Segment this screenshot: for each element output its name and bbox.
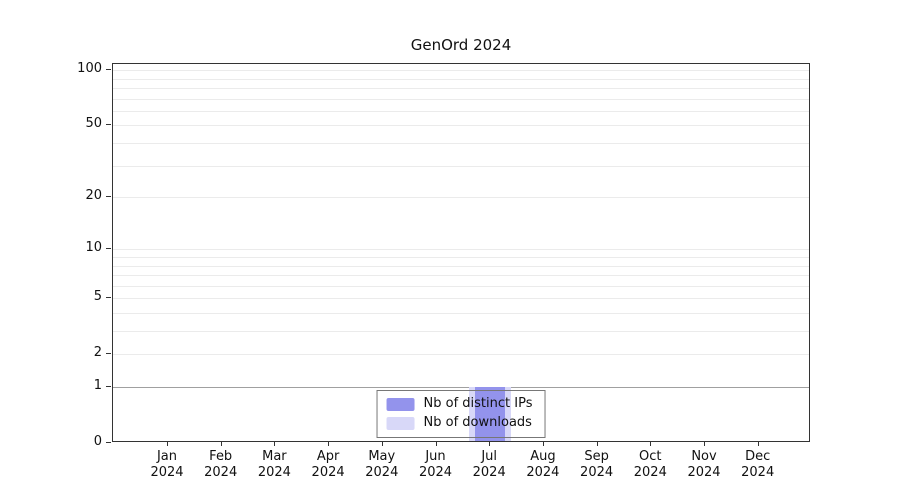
gridline bbox=[113, 110, 809, 112]
legend-label-distinct-ips: Nb of distinct IPs bbox=[423, 396, 533, 411]
gridline bbox=[113, 98, 809, 100]
gridline bbox=[113, 249, 809, 251]
x-tick-mark bbox=[704, 442, 705, 446]
x-tick-mark bbox=[381, 442, 383, 446]
y-tick-label: 2 bbox=[93, 345, 102, 361]
gridline bbox=[113, 143, 809, 144]
legend-swatch-distinct-ips bbox=[386, 397, 415, 411]
x-tick-year: 2024 bbox=[526, 465, 560, 480]
x-tick-label: Jan 2024 bbox=[137, 449, 197, 481]
y-tick-mark bbox=[106, 196, 111, 197]
x-tick-year: 2024 bbox=[311, 465, 345, 480]
x-tick-label: Oct 2024 bbox=[620, 449, 680, 481]
y-tick-label: 1 bbox=[93, 378, 102, 393]
y-tick-mark bbox=[106, 353, 111, 355]
gridline bbox=[113, 387, 809, 388]
y-tick-mark bbox=[106, 442, 111, 443]
y-tick-mark bbox=[106, 124, 111, 126]
x-tick-year: 2024 bbox=[365, 465, 399, 480]
x-tick-mark bbox=[757, 442, 759, 446]
gridline bbox=[113, 165, 809, 167]
gridline bbox=[113, 257, 809, 258]
x-tick-month: Dec bbox=[745, 449, 771, 464]
x-tick-mark bbox=[489, 442, 491, 446]
chart-title: GenOrd 2024 bbox=[410, 36, 512, 54]
x-tick-label: Dec 2024 bbox=[728, 449, 788, 481]
x-tick-year: 2024 bbox=[418, 465, 453, 480]
x-tick-mark bbox=[542, 442, 544, 446]
x-tick-label: Nov 2024 bbox=[674, 449, 734, 481]
gridline bbox=[113, 88, 809, 89]
x-tick-month: Jul bbox=[481, 449, 498, 464]
gridline bbox=[113, 285, 809, 287]
x-tick-year: 2024 bbox=[150, 465, 184, 480]
x-tick-label: Mar 2024 bbox=[244, 449, 304, 481]
x-tick-year: 2024 bbox=[204, 465, 238, 480]
x-tick-month: May bbox=[368, 449, 396, 464]
gridline bbox=[113, 78, 809, 80]
x-tick-mark bbox=[328, 442, 330, 446]
x-tick-label: Sep 2024 bbox=[567, 449, 627, 481]
x-tick-month: Apr bbox=[316, 449, 340, 464]
x-tick-year: 2024 bbox=[633, 465, 667, 480]
gridline bbox=[113, 70, 809, 72]
x-tick-month: Sep bbox=[584, 449, 609, 464]
x-tick-label: Aug 2024 bbox=[513, 449, 573, 481]
legend-item-distinct-ips: Nb of distinct IPs bbox=[386, 396, 533, 411]
legend-item-downloads: Nb of downloads bbox=[386, 415, 533, 430]
legend-swatch-downloads bbox=[386, 416, 415, 430]
x-tick-label: Apr 2024 bbox=[298, 449, 358, 481]
gridline bbox=[113, 265, 809, 267]
x-tick-mark bbox=[274, 442, 276, 446]
x-tick-month: Mar bbox=[262, 449, 287, 464]
x-tick-label: May 2024 bbox=[352, 449, 412, 481]
y-tick-label: 20 bbox=[85, 188, 102, 203]
legend: Nb of distinct IPs Nb of downloads bbox=[376, 390, 546, 438]
y-tick-label: 5 bbox=[93, 289, 102, 305]
gridline bbox=[113, 275, 809, 276]
y-tick-mark bbox=[106, 69, 111, 71]
x-tick-mark bbox=[650, 442, 652, 446]
x-tick-mark bbox=[596, 442, 598, 446]
gridline bbox=[113, 331, 809, 332]
y-tick-mark bbox=[106, 386, 111, 387]
x-tick-year: 2024 bbox=[580, 465, 614, 480]
x-tick-label: Feb 2024 bbox=[191, 449, 251, 481]
bar-distinct-ips bbox=[475, 387, 506, 441]
y-tick-label: 10 bbox=[85, 240, 102, 256]
x-tick-mark bbox=[435, 442, 437, 446]
gridline bbox=[113, 125, 809, 127]
gridline bbox=[113, 197, 809, 198]
x-tick-month: Jun bbox=[425, 449, 446, 464]
x-tick-month: Nov bbox=[691, 449, 717, 464]
legend-label-downloads: Nb of downloads bbox=[423, 415, 532, 430]
y-tick-label: 0 bbox=[93, 434, 102, 449]
x-tick-month: Feb bbox=[209, 449, 233, 464]
gridline bbox=[113, 313, 809, 314]
y-tick-mark bbox=[106, 297, 111, 299]
y-tick-label: 50 bbox=[85, 116, 102, 132]
x-tick-mark bbox=[167, 442, 168, 446]
y-tick-label: 100 bbox=[77, 61, 102, 77]
x-tick-label: Jun 2024 bbox=[406, 449, 466, 481]
x-tick-year: 2024 bbox=[687, 465, 721, 480]
x-tick-year: 2024 bbox=[257, 465, 291, 480]
x-tick-year: 2024 bbox=[741, 465, 775, 480]
x-tick-mark bbox=[220, 442, 222, 446]
plot-area: Nb of distinct IPs Nb of downloads bbox=[112, 63, 810, 442]
gridline bbox=[113, 354, 809, 356]
x-tick-month: Oct bbox=[639, 449, 662, 464]
x-tick-label: Jul 2024 bbox=[459, 449, 519, 481]
x-tick-month: Aug bbox=[530, 449, 556, 464]
y-tick-mark bbox=[106, 248, 111, 250]
gridline bbox=[113, 298, 809, 300]
x-tick-month: Jan bbox=[156, 449, 178, 464]
x-tick-year: 2024 bbox=[472, 465, 506, 480]
